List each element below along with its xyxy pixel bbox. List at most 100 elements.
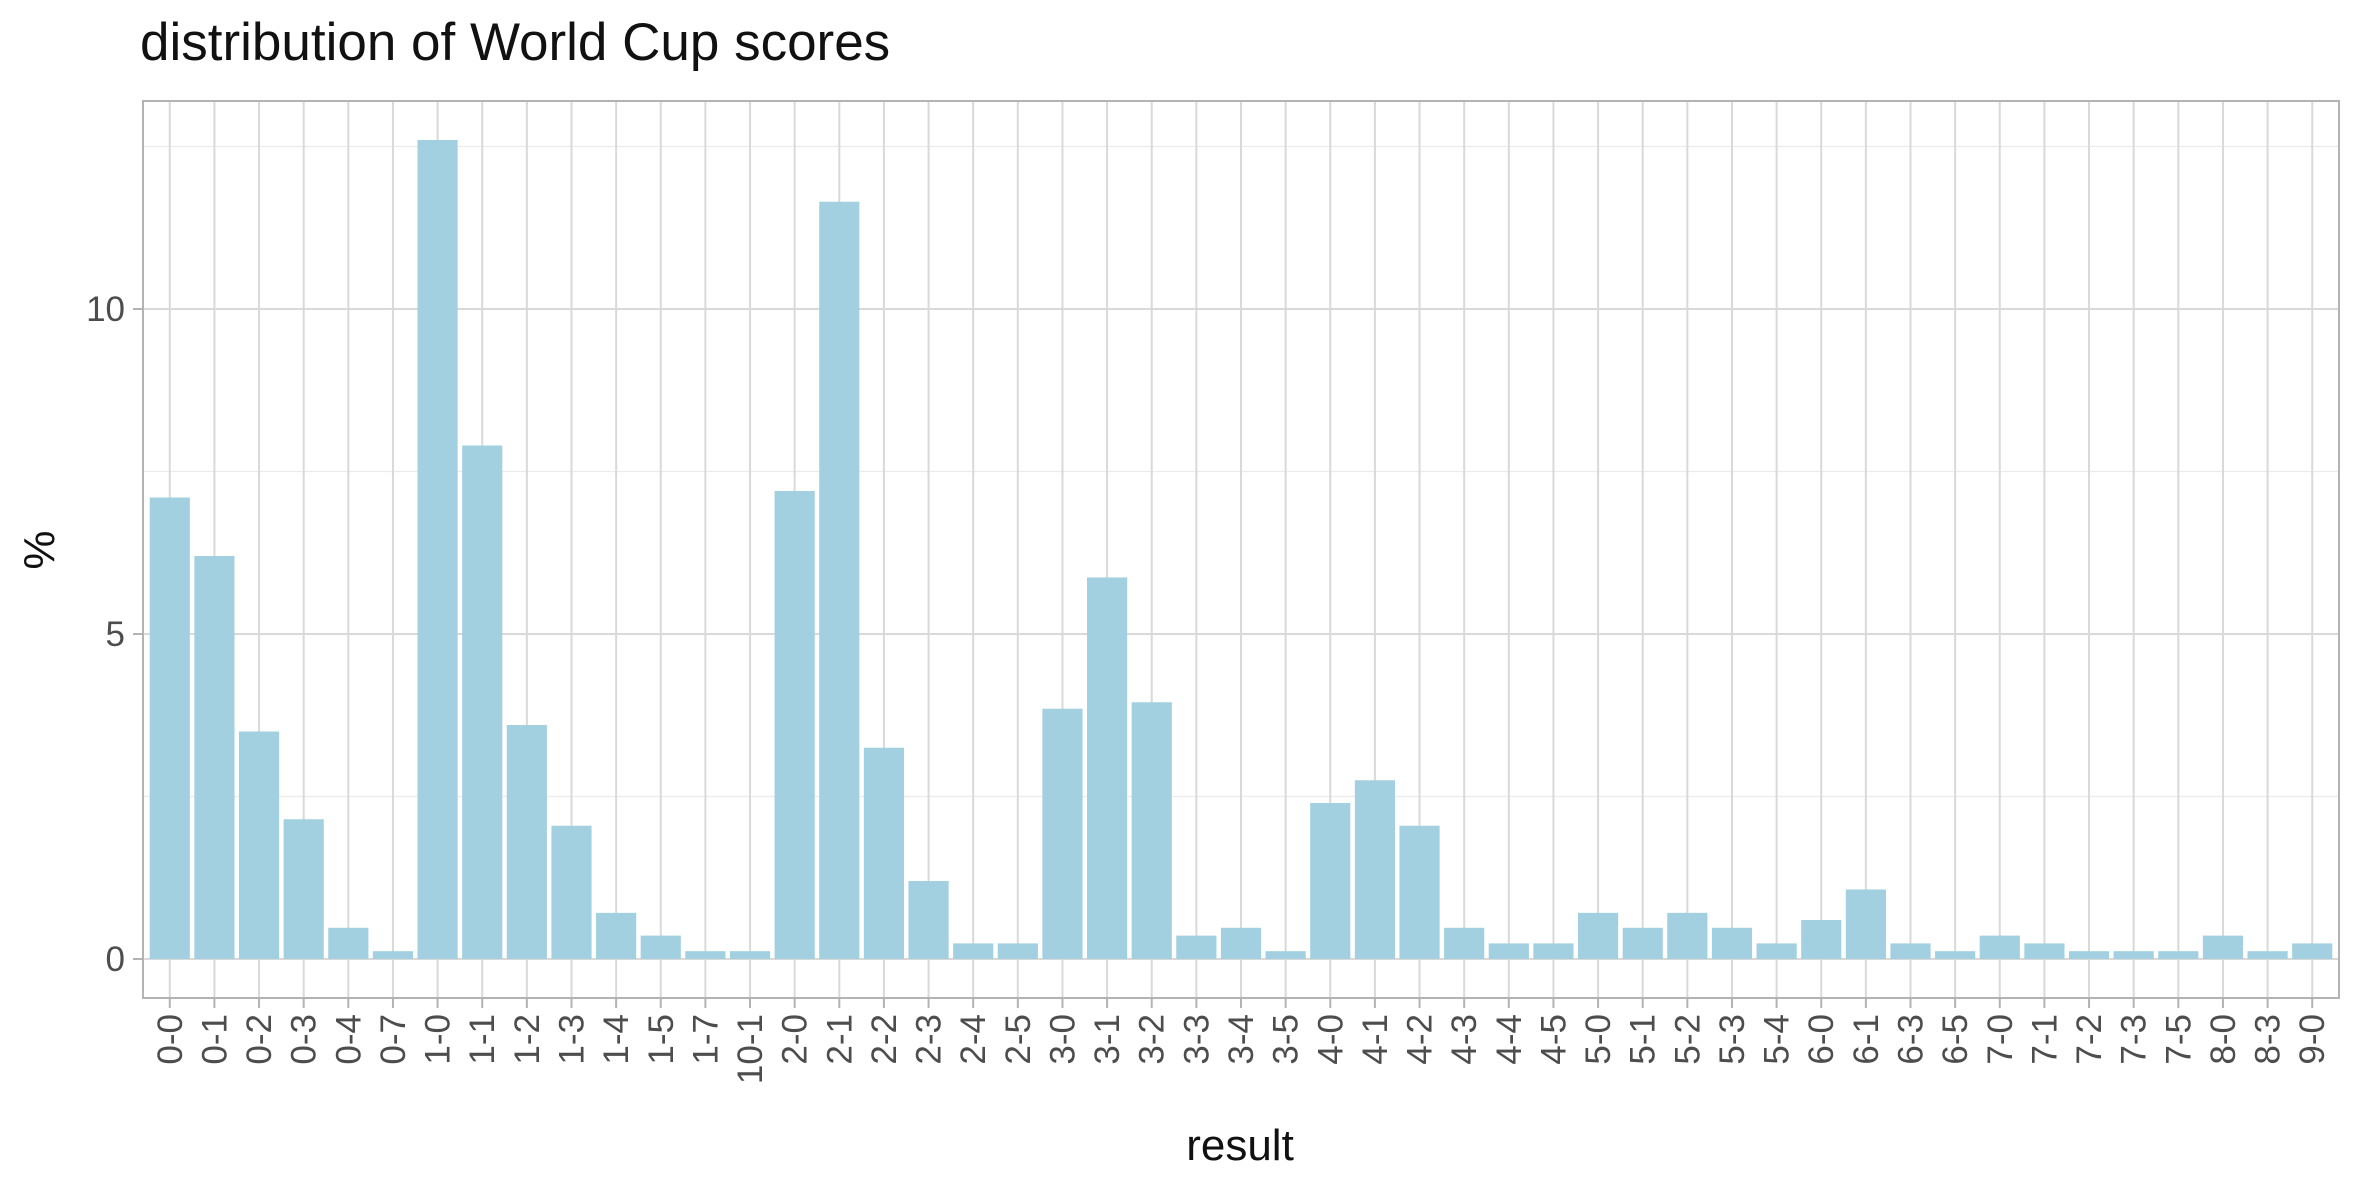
x-tick-label: 3-1	[1088, 1014, 1127, 1065]
bar	[328, 927, 369, 959]
x-tick-label: 2-0	[776, 1014, 815, 1065]
bar	[2068, 951, 2110, 959]
x-tick-label: 1-7	[686, 1014, 725, 1065]
bar	[372, 951, 414, 959]
x-tick-label: 0-1	[195, 1014, 234, 1065]
x-tick-label: 4-0	[1311, 1014, 1350, 1065]
x-tick-label: 4-3	[1445, 1014, 1484, 1065]
bar	[1354, 780, 1395, 959]
x-tick-label: 0-3	[285, 1014, 324, 1065]
bar	[908, 881, 949, 959]
bar	[283, 819, 324, 959]
x-tick-label: 10-1	[731, 1014, 770, 1084]
bar	[1176, 935, 1217, 959]
bar	[506, 725, 547, 959]
bar	[1042, 708, 1083, 959]
x-tick-label: 2-2	[865, 1014, 904, 1065]
x-tick-label: 2-5	[999, 1014, 1038, 1065]
x-tick-label: 6-1	[1847, 1014, 1886, 1065]
bar	[774, 491, 815, 959]
x-tick-label: 3-4	[1222, 1014, 1261, 1065]
x-tick-label: 1-0	[419, 1014, 458, 1065]
x-tick-label: 2-3	[910, 1014, 949, 1065]
x-tick-label: 5-3	[1713, 1014, 1752, 1065]
bar	[1488, 943, 1529, 959]
bar	[1399, 825, 1440, 959]
x-tick-label: 4-4	[1490, 1014, 1529, 1065]
bar	[149, 497, 190, 959]
bar	[1310, 803, 1351, 959]
y-tick-label: 0	[106, 940, 125, 979]
bar	[1265, 951, 1306, 959]
x-tick-label: 6-0	[1802, 1014, 1841, 1065]
x-tick-label: 1-3	[552, 1014, 591, 1065]
bar	[2247, 951, 2288, 959]
x-tick-label: 2-4	[954, 1014, 993, 1065]
bar	[1220, 927, 1262, 959]
x-tick-label: 4-5	[1534, 1014, 1573, 1065]
bar	[1087, 577, 1128, 959]
bars	[149, 140, 2333, 959]
bar	[729, 951, 771, 959]
bar	[1935, 951, 1976, 959]
x-tick-label: 3-3	[1177, 1014, 1216, 1065]
bar	[417, 140, 458, 959]
x-tick-label: 8-0	[2204, 1014, 2243, 1065]
x-axis-title: result	[1186, 1121, 1294, 1170]
bar	[1845, 889, 1886, 959]
bar	[863, 747, 905, 959]
x-tick-label: 7-3	[2115, 1014, 2154, 1065]
x-tick-label: 6-5	[1936, 1014, 1975, 1065]
bar	[2113, 951, 2154, 959]
x-tick-label: 0-0	[151, 1014, 190, 1065]
bar	[953, 943, 994, 959]
chart-title: distribution of World Cup scores	[140, 13, 890, 72]
y-axis-ticks: 0 5 10	[86, 290, 143, 979]
x-tick-label: 1-5	[642, 1014, 681, 1065]
x-tick-label: 3-5	[1267, 1014, 1306, 1065]
bar	[1533, 943, 1574, 959]
bar	[685, 951, 726, 959]
x-tick-label: 7-1	[2025, 1014, 2064, 1065]
y-axis-title: %	[15, 530, 64, 569]
bar	[2292, 943, 2333, 959]
bar	[1577, 912, 1619, 959]
x-tick-label: 9-0	[2293, 1014, 2332, 1065]
bar	[640, 935, 681, 959]
x-tick-label: 0-7	[374, 1014, 413, 1065]
x-tick-label: 0-4	[329, 1014, 368, 1065]
bar	[551, 825, 592, 959]
x-tick-label: 0-2	[240, 1014, 279, 1065]
x-tick-label: 4-1	[1356, 1014, 1395, 1065]
x-tick-label: 8-3	[2249, 1014, 2288, 1065]
bar	[1667, 912, 1708, 959]
bar	[194, 556, 235, 959]
x-tick-label: 6-3	[1892, 1014, 1931, 1065]
x-tick-label: 5-4	[1758, 1014, 1797, 1065]
x-tick-label: 1-4	[597, 1014, 636, 1065]
x-tick-label: 5-1	[1624, 1014, 1663, 1065]
bar	[997, 943, 1038, 959]
bar	[462, 445, 503, 959]
bar	[238, 731, 280, 959]
bar	[1979, 935, 2020, 959]
x-tick-label: 5-2	[1668, 1014, 1707, 1065]
x-tick-label: 7-0	[1981, 1014, 2020, 1065]
x-tick-label: 4-2	[1401, 1014, 1440, 1065]
x-axis-ticks: 0-0 0-1 0-2 0-3 0-4 0-7 1-0 1-1 1-2 1-3 1-4 1-5 1-7 1…	[151, 998, 2332, 1084]
x-tick-label: 1-2	[508, 1014, 547, 1065]
bar	[2202, 935, 2244, 959]
x-tick-label: 7-5	[2159, 1014, 2198, 1065]
bar	[1444, 927, 1485, 959]
x-tick-label: 3-2	[1133, 1014, 1172, 1065]
x-tick-label: 2-1	[820, 1014, 859, 1065]
x-tick-label: 5-0	[1579, 1014, 1618, 1065]
bar	[819, 201, 860, 959]
bar	[596, 912, 637, 959]
bar	[1801, 920, 1842, 959]
y-tick-label: 5	[106, 615, 125, 654]
bar	[1711, 927, 1753, 959]
bar	[1622, 927, 1663, 959]
y-tick-label: 10	[86, 290, 125, 329]
